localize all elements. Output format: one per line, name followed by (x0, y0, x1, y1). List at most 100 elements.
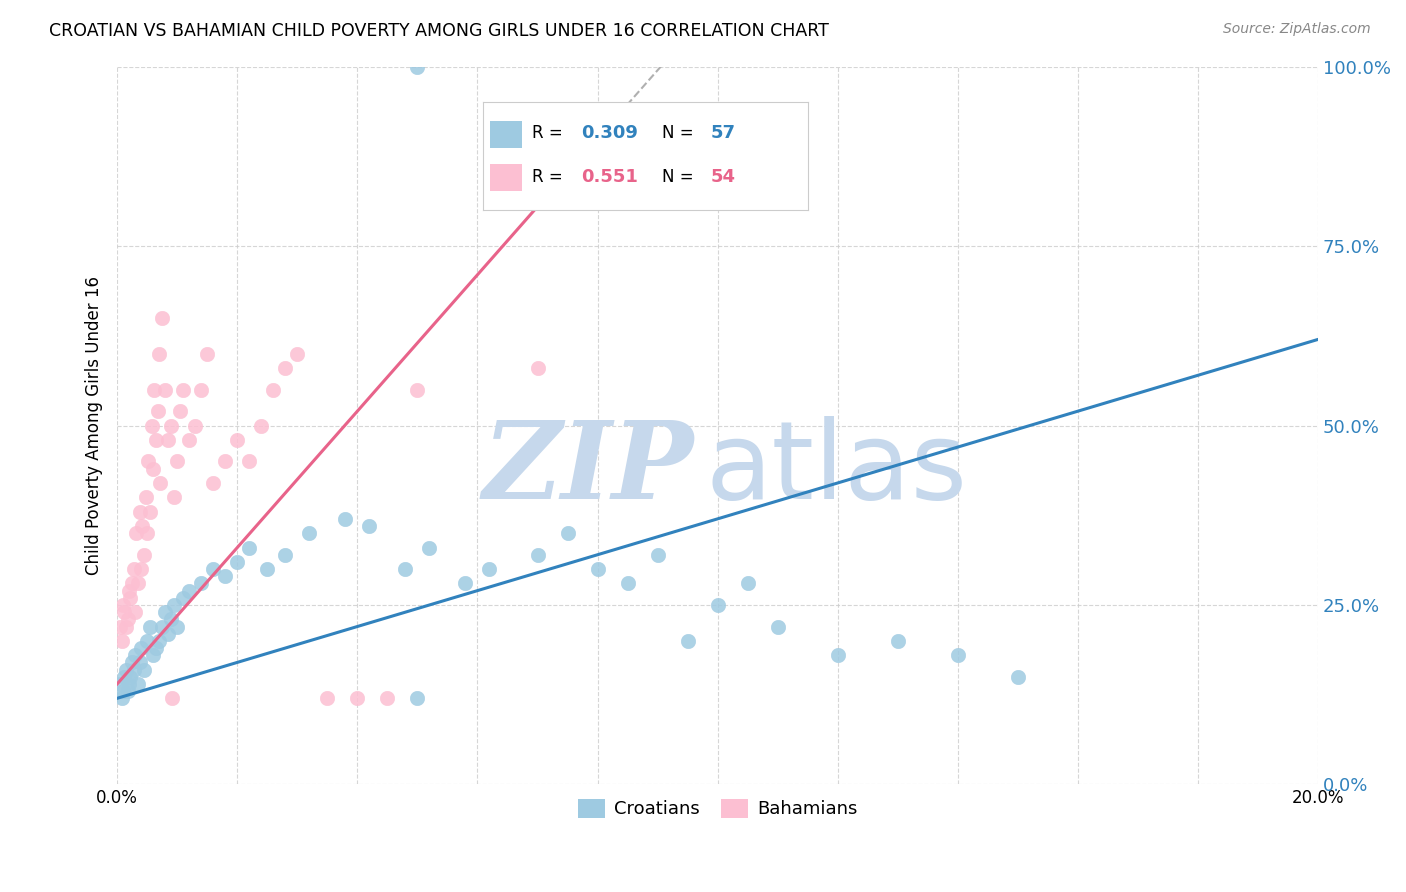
Point (121, 656, 143, 670)
Point (157, 433, 180, 447)
Point (122, 663, 145, 677)
Text: Source: ZipAtlas.com: Source: ZipAtlas.com (1223, 22, 1371, 37)
Point (148, 633, 170, 648)
Point (112, 605, 135, 619)
Point (155, 605, 177, 619)
Point (346, 691, 368, 706)
Point (285, 347, 308, 361)
Point (616, 576, 638, 591)
Point (134, 663, 156, 677)
Text: CROATIAN VS BAHAMIAN CHILD POVERTY AMONG GIRLS UNDER 16 CORRELATION CHART: CROATIAN VS BAHAMIAN CHILD POVERTY AMONG… (49, 22, 830, 40)
Point (162, 691, 184, 706)
Point (160, 612, 183, 626)
Point (163, 598, 186, 612)
Point (145, 433, 167, 447)
Y-axis label: Child Poverty Among Girls Under 16: Child Poverty Among Girls Under 16 (86, 276, 103, 575)
Point (706, 598, 728, 612)
Point (887, 633, 910, 648)
Point (127, 677, 149, 691)
Point (179, 433, 201, 447)
Point (138, 454, 160, 468)
Text: ZIP: ZIP (482, 416, 693, 522)
Point (135, 491, 157, 505)
Point (117, 612, 139, 626)
Point (586, 562, 609, 576)
Point (127, 576, 149, 591)
Point (166, 619, 188, 633)
Point (827, 648, 849, 663)
Point (359, 519, 381, 533)
Point (394, 562, 416, 576)
Point (676, 633, 699, 648)
Point (454, 576, 477, 591)
Point (118, 677, 141, 691)
Point (226, 555, 249, 569)
Point (163, 491, 186, 505)
Point (172, 591, 194, 605)
Point (172, 383, 194, 397)
Point (406, 691, 429, 706)
Point (250, 418, 273, 433)
Point (256, 562, 278, 576)
Point (195, 347, 218, 361)
Point (142, 648, 165, 663)
Point (134, 548, 156, 562)
Point (150, 619, 173, 633)
Point (150, 310, 173, 325)
Point (298, 526, 321, 541)
Point (274, 361, 297, 376)
Point (125, 526, 148, 541)
Point (112, 684, 135, 698)
Point (202, 475, 225, 490)
Point (121, 576, 143, 591)
Point (214, 569, 236, 583)
Point (122, 562, 145, 576)
Point (139, 619, 162, 633)
Point (112, 670, 135, 684)
Point (557, 526, 579, 541)
Point (129, 656, 152, 670)
Point (946, 648, 969, 663)
Point (108, 619, 131, 633)
Point (418, 541, 440, 555)
Point (526, 548, 548, 562)
Point (737, 576, 759, 591)
Point (143, 383, 166, 397)
Point (226, 433, 249, 447)
Point (377, 691, 399, 706)
Legend: Croatians, Bahamians: Croatians, Bahamians (571, 792, 865, 826)
Point (124, 648, 146, 663)
Point (316, 691, 339, 706)
Point (335, 512, 357, 526)
Point (108, 677, 131, 691)
Point (115, 663, 138, 677)
Point (157, 626, 180, 640)
Point (136, 633, 159, 648)
Point (149, 475, 172, 490)
Point (131, 519, 153, 533)
Point (238, 541, 260, 555)
Point (166, 454, 188, 468)
Point (179, 583, 201, 598)
Point (136, 526, 159, 541)
Point (148, 347, 170, 361)
Point (1007, 670, 1029, 684)
Point (190, 576, 212, 591)
Point (120, 591, 142, 605)
Point (146, 404, 169, 418)
Point (202, 562, 225, 576)
Point (141, 418, 163, 433)
Point (478, 562, 501, 576)
Point (118, 583, 141, 598)
Point (129, 641, 152, 656)
Point (115, 619, 138, 633)
Point (111, 691, 134, 706)
Point (169, 404, 191, 418)
Point (129, 505, 152, 519)
Point (160, 418, 183, 433)
Point (190, 383, 212, 397)
Point (112, 598, 135, 612)
Point (129, 562, 152, 576)
Point (155, 383, 177, 397)
Point (117, 684, 139, 698)
